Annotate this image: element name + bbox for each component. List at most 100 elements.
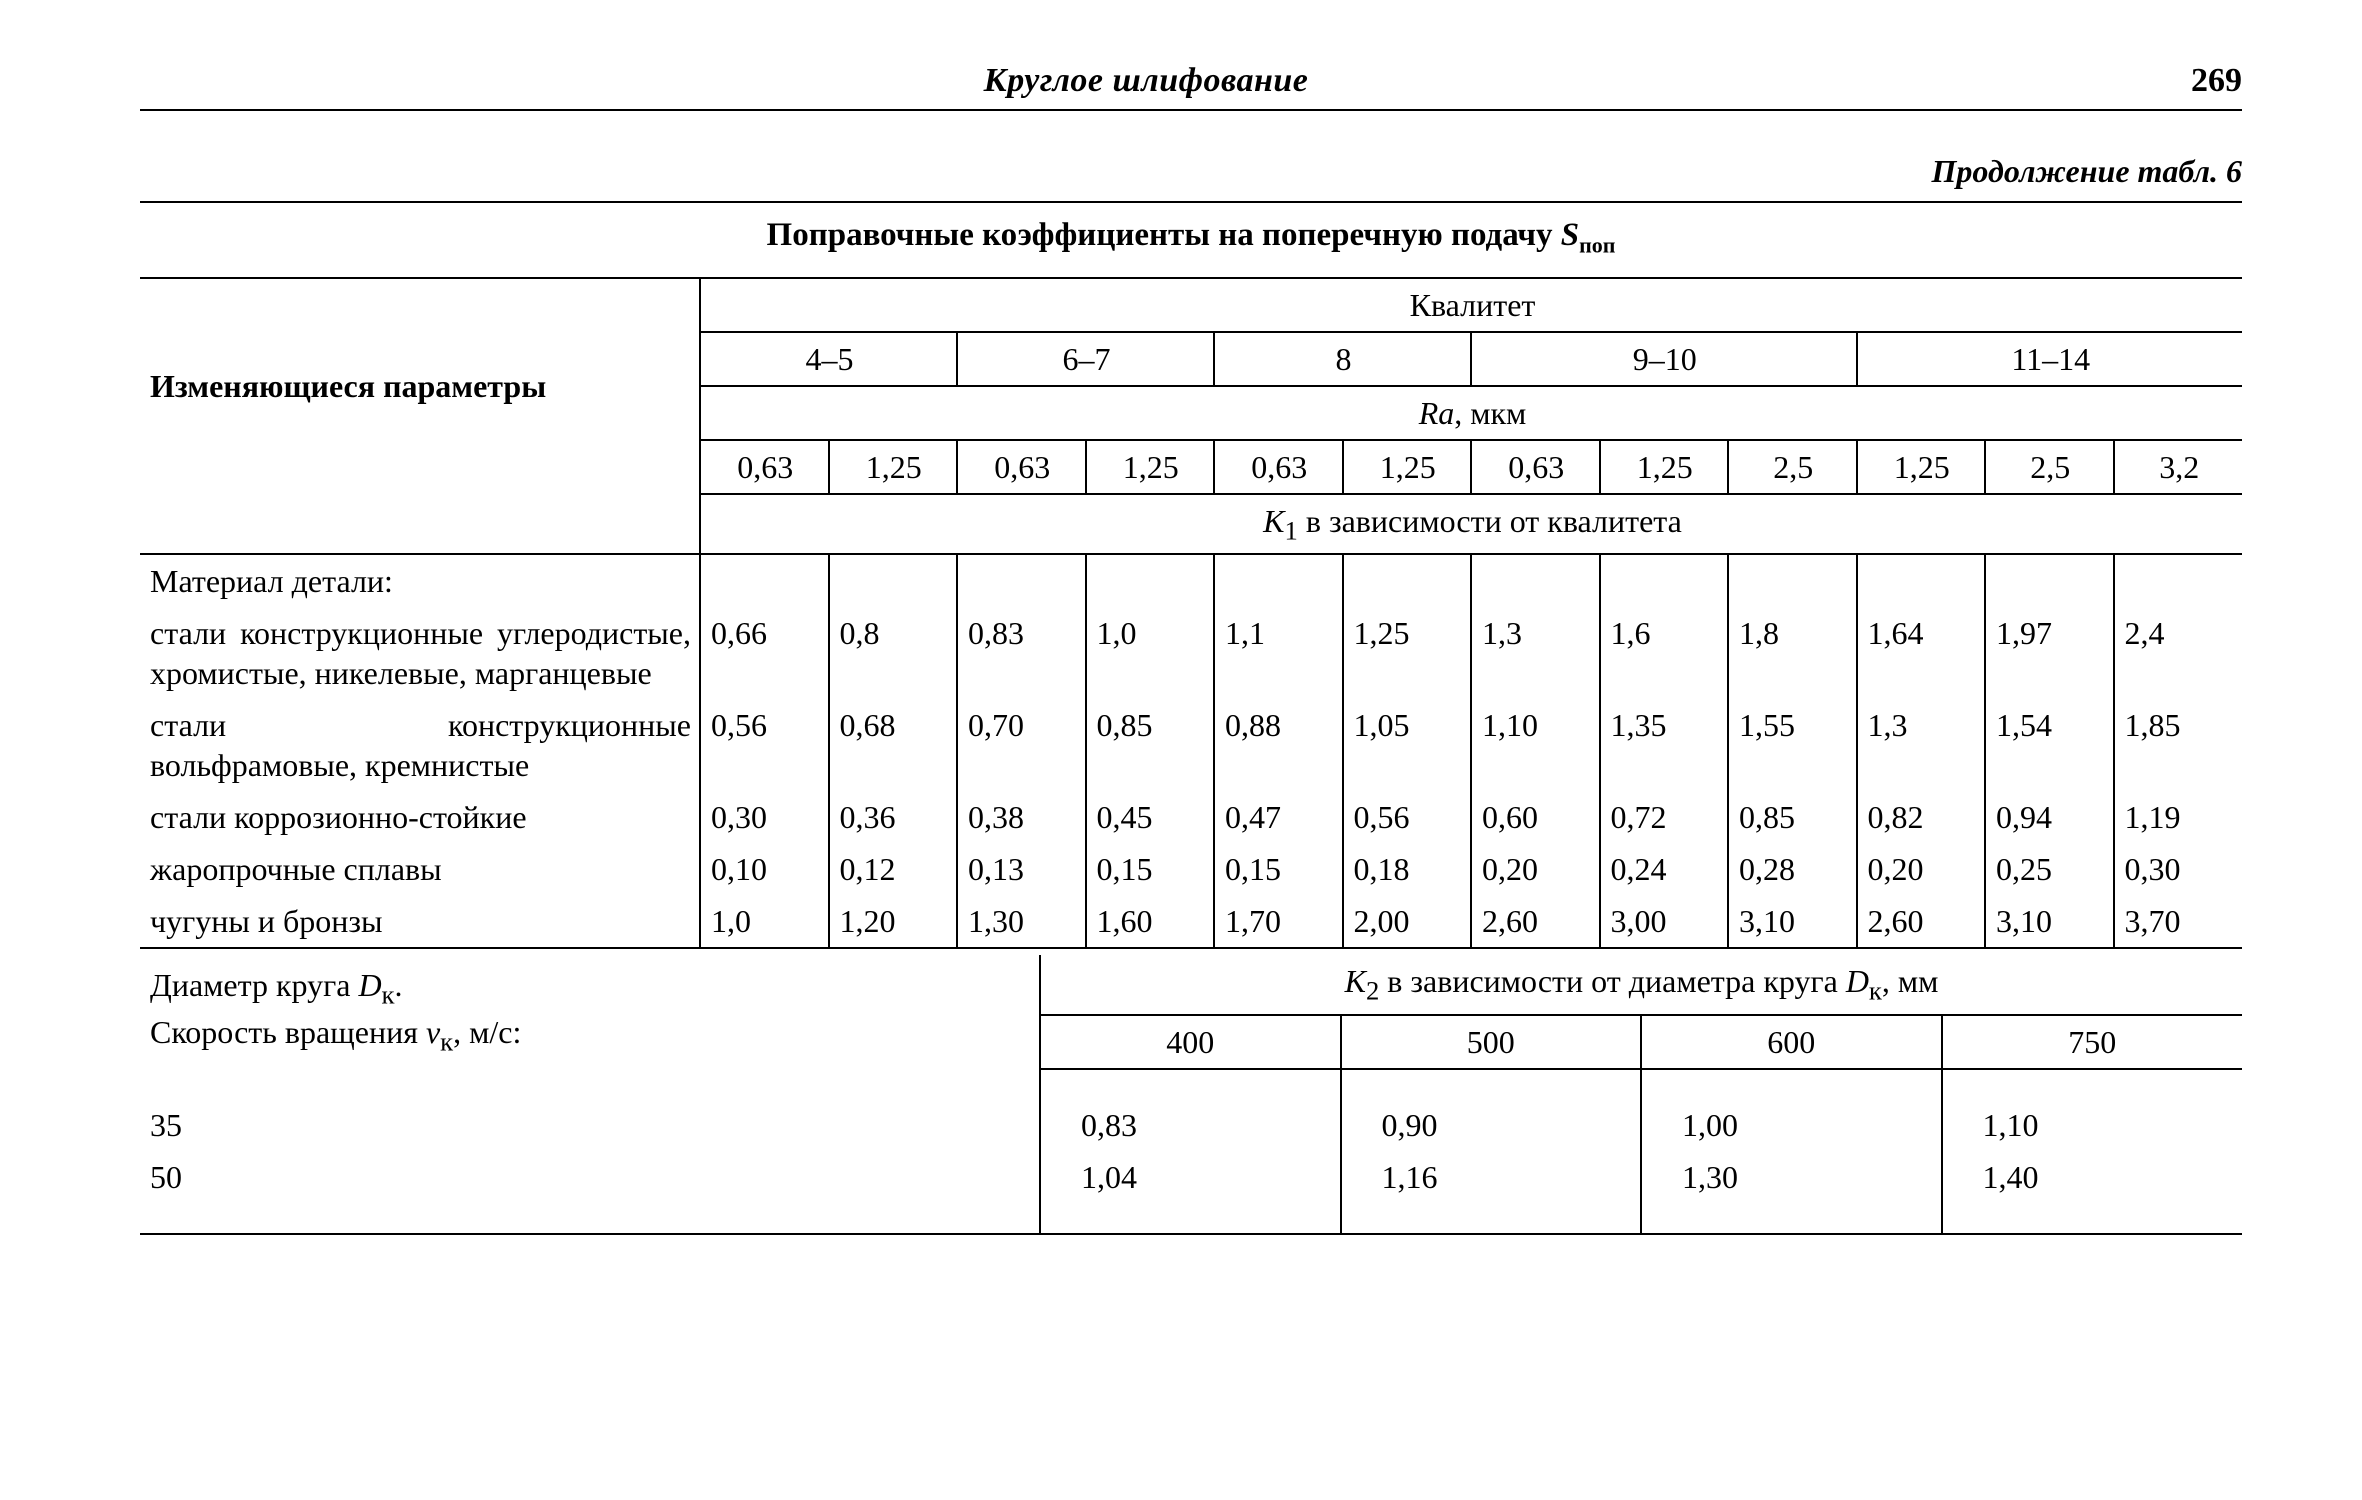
cell: 1,60: [1086, 895, 1215, 948]
cell: 1,8: [1728, 607, 1857, 699]
kv-group: 4–5: [700, 332, 957, 386]
k2-text: в зависимости от диаметра круга: [1379, 963, 1846, 999]
k2-row: 35 0,83 0,90 1,00 1,10: [140, 1099, 2242, 1151]
k2-row-label: 35: [140, 1099, 1040, 1151]
section-row: Материал детали:: [140, 554, 2242, 607]
cell: 1,3: [1471, 607, 1600, 699]
cell: 1,0: [1086, 607, 1215, 699]
ra-value: 0,63: [957, 440, 1086, 494]
k1-sub: 1: [1285, 515, 1298, 545]
k1-symbol: K: [1263, 503, 1284, 539]
kv-group: 6–7: [957, 332, 1214, 386]
cell: 0,20: [1471, 843, 1600, 895]
row-label: стали конструкционные вольфрамовые, крем…: [140, 699, 700, 791]
header-row-kvalitet: Изменяющиеся параметры Квалитет: [140, 278, 2242, 332]
continuation-note: Продолжение табл. 6: [140, 151, 2242, 191]
left-line2-v: v: [426, 1014, 440, 1050]
cell: 1,55: [1728, 699, 1857, 791]
cell: 3,10: [1728, 895, 1857, 948]
cell: 1,0: [700, 895, 829, 948]
ra-value: 1,25: [1343, 440, 1472, 494]
k2-title: K2 в зависимости от диаметра круга Dк, м…: [1040, 955, 2242, 1015]
cell: 1,54: [1985, 699, 2114, 791]
ra-value: 3,2: [2114, 440, 2243, 494]
ra-value: 2,5: [1728, 440, 1857, 494]
cell: 0,8: [829, 607, 958, 699]
row-label: чугуны и бронзы: [140, 895, 700, 948]
k2-sub: 2: [1366, 976, 1379, 1006]
ra-value: 0,63: [1471, 440, 1600, 494]
ra-value: 1,25: [829, 440, 958, 494]
cell: 1,20: [829, 895, 958, 948]
cell: 1,30: [1641, 1151, 1942, 1203]
caption-symbol-sub: поп: [1579, 232, 1615, 257]
row-label-heading: Изменяющиеся параметры: [140, 278, 700, 494]
cell: 0,47: [1214, 791, 1343, 843]
cell: 0,25: [1985, 843, 2114, 895]
cell: 1,85: [2114, 699, 2243, 791]
k2-spacer: [140, 1069, 2242, 1099]
ra-value: 1,25: [1600, 440, 1729, 494]
cell: 1,05: [1343, 699, 1472, 791]
cell: 1,1: [1214, 607, 1343, 699]
ra-value: 0,63: [1214, 440, 1343, 494]
left-line1-sub: к: [382, 980, 395, 1010]
cell: 1,3: [1857, 699, 1986, 791]
ra-symbol: Ra: [1419, 395, 1455, 431]
cell: 0,83: [1040, 1099, 1341, 1151]
diameter: 750: [1942, 1015, 2243, 1069]
cell: 0,88: [1214, 699, 1343, 791]
ra-value: 1,25: [1086, 440, 1215, 494]
cell: 1,6: [1600, 607, 1729, 699]
cell: 2,60: [1857, 895, 1986, 948]
cell: 0,56: [1343, 791, 1472, 843]
left-line2-pre: Скорость вращения: [150, 1014, 426, 1050]
cell: 3,70: [2114, 895, 2243, 948]
caption-symbol: S: [1561, 217, 1579, 253]
diameter: 400: [1040, 1015, 1341, 1069]
cell: 0,18: [1343, 843, 1472, 895]
k2-row-label: 50: [140, 1151, 1040, 1203]
cell: 0,82: [1857, 791, 1986, 843]
cell: 0,45: [1086, 791, 1215, 843]
cell: 0,24: [1600, 843, 1729, 895]
cell: 2,00: [1343, 895, 1472, 948]
cell: 1,04: [1040, 1151, 1341, 1203]
cell: 1,97: [1985, 607, 2114, 699]
cell: 0,38: [957, 791, 1086, 843]
cell: 0,90: [1341, 1099, 1642, 1151]
k2-tail-spacer: [140, 1203, 2242, 1234]
table-row: стали конструкционные углеродистые, хром…: [140, 607, 2242, 699]
ra-value: 1,25: [1857, 440, 1986, 494]
cell: 0,60: [1471, 791, 1600, 843]
diameter: 600: [1641, 1015, 1942, 1069]
page-number: 269: [2152, 60, 2242, 103]
cell: 1,00: [1641, 1099, 1942, 1151]
cell: 0,72: [1600, 791, 1729, 843]
cell: 1,70: [1214, 895, 1343, 948]
left-line2-sub: к: [440, 1027, 453, 1057]
cell: 3,10: [1985, 895, 2114, 948]
k2-row: 50 1,04 1,16 1,30 1,40: [140, 1151, 2242, 1203]
cell: 0,30: [700, 791, 829, 843]
k2-dk: D: [1846, 963, 1869, 999]
cell: 1,35: [1600, 699, 1729, 791]
running-header: Круглое шлифование 269: [140, 60, 2242, 111]
cell: 1,19: [2114, 791, 2243, 843]
row-label: стали конструкционные углеродистые, хром…: [140, 607, 700, 699]
k2-left-label: Диаметр круга Dк. Скорость вращения vк, …: [140, 955, 1040, 1069]
table-row: жаропрочные сплавы 0,10 0,12 0,13 0,15 0…: [140, 843, 2242, 895]
cell: 0,85: [1728, 791, 1857, 843]
table-row: стали коррозионно-стойкие 0,30 0,36 0,38…: [140, 791, 2242, 843]
caption-text: Поправочные коэффициенты на поперечную п…: [767, 217, 1561, 253]
left-line2-post: , м/с:: [453, 1014, 521, 1050]
k2-dk-sub: к: [1869, 976, 1882, 1006]
cell: 0,85: [1086, 699, 1215, 791]
header-row-k1: K1 в зависимости от квалитета: [140, 494, 2242, 555]
k1-text: в зависимости от квалитета: [1298, 503, 1682, 539]
cell: 0,56: [700, 699, 829, 791]
cell: 3,00: [1600, 895, 1729, 948]
kv-group: 8: [1214, 332, 1471, 386]
k2-table: Диаметр круга Dк. Скорость вращения vк, …: [140, 955, 2242, 1235]
k1-label: K1 в зависимости от квалитета: [700, 494, 2242, 555]
